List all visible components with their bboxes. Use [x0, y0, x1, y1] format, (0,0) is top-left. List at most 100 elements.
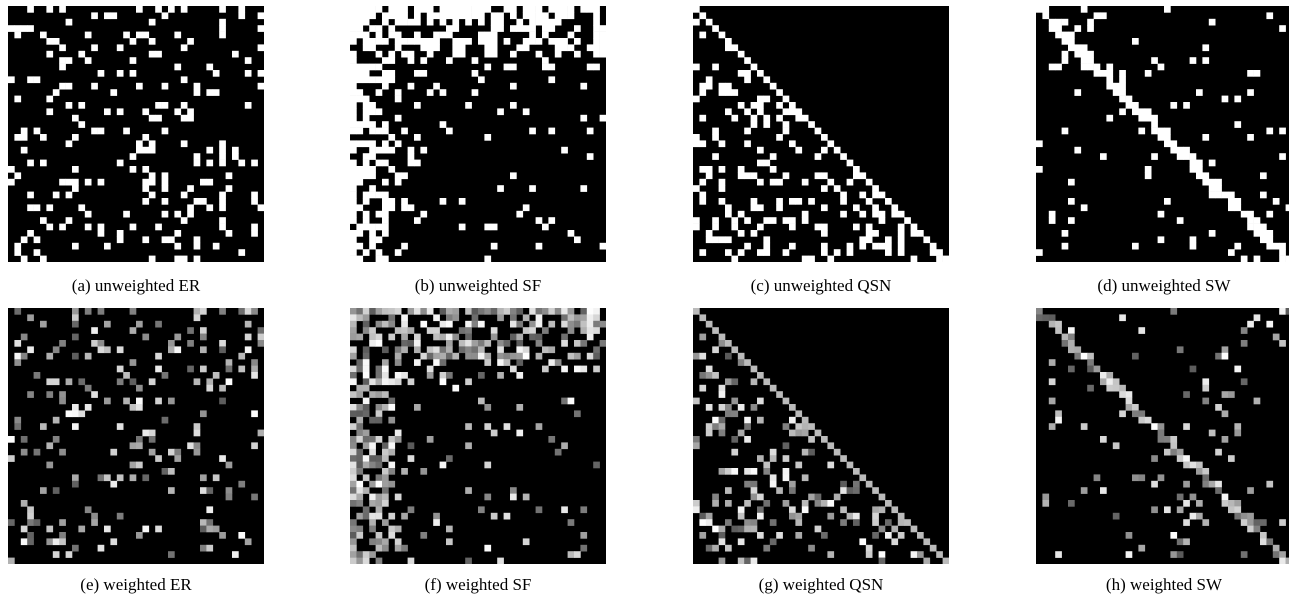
heatmap-cell: [865, 236, 873, 244]
heatmap-cell: [586, 63, 594, 71]
heatmap-cell: [744, 480, 751, 488]
heatmap-cell: [731, 346, 739, 354]
heatmap-cell: [1068, 31, 1075, 39]
heatmap-cell: [789, 223, 796, 231]
heatmap-cell: [350, 57, 357, 64]
heatmap-cell: [516, 404, 524, 411]
heatmap-cell: [350, 480, 357, 488]
heatmap-cell: [148, 436, 156, 443]
heatmap-cell: [497, 185, 504, 192]
heatmap-cell: [757, 506, 764, 514]
heatmap-cell: [232, 551, 239, 558]
heatmap-cell: [446, 57, 453, 64]
heatmap-cell: [586, 308, 594, 315]
heatmap-cell: [426, 365, 434, 373]
heatmap-cell: [1144, 166, 1152, 173]
heatmap-cell: [693, 63, 700, 71]
heatmap-cell: [350, 166, 357, 173]
heatmap-cell: [14, 134, 22, 141]
heatmap-cell: [356, 410, 364, 418]
heatmap-cell: [407, 340, 415, 347]
heatmap-cell: [193, 89, 201, 96]
heatmap-cell: [725, 500, 732, 507]
heatmap-cell: [362, 397, 370, 405]
heatmap-cell: [72, 314, 79, 322]
heatmap-cell: [497, 352, 504, 360]
heatmap-cell: [8, 25, 15, 32]
heatmap-cell: [382, 57, 389, 64]
heatmap-cell: [789, 480, 796, 488]
heatmap-cell: [789, 198, 796, 205]
heatmap-cell: [439, 12, 447, 20]
heatmap-cell: [59, 44, 66, 52]
heatmap-cell: [522, 314, 530, 322]
heatmap-cell: [356, 423, 364, 430]
heatmap-cell: [219, 346, 226, 354]
heatmap-cell: [1112, 384, 1120, 392]
heatmap-cell: [136, 146, 143, 154]
heatmap-cell: [789, 487, 796, 494]
heatmap-cell: [725, 204, 732, 212]
heatmap-cell: [529, 308, 536, 315]
heatmap-cell: [439, 359, 447, 366]
heatmap-cell: [394, 327, 402, 334]
heatmap-cell: [510, 314, 517, 322]
heatmap-cell: [129, 38, 137, 45]
heatmap-cell: [356, 365, 364, 373]
heatmap-cell: [72, 474, 79, 482]
heatmap-cell: [369, 442, 376, 450]
heatmap-cell: [193, 198, 201, 205]
heatmap-cell: [795, 198, 803, 205]
heatmap-cell: [8, 455, 15, 462]
heatmap-cell: [20, 352, 28, 360]
heatmap-cell: [567, 320, 575, 328]
heatmap-cell: [401, 127, 408, 135]
heatmap-cell: [257, 204, 264, 212]
heatmap-cell: [14, 249, 22, 256]
heatmap-cell: [168, 346, 175, 354]
heatmap-cell: [535, 18, 543, 26]
heatmap-cell: [923, 557, 931, 564]
heatmap-cell: [446, 12, 453, 20]
heatmap-cell: [388, 525, 396, 533]
heatmap-cell: [420, 352, 428, 360]
heatmap-cell: [846, 461, 854, 469]
heatmap-cell: [350, 191, 357, 199]
heatmap-cell: [699, 178, 707, 186]
heatmap-cell: [1170, 436, 1178, 443]
heatmap-cell: [763, 217, 771, 224]
heatmap-cell: [1266, 230, 1274, 237]
heatmap-cell: [84, 384, 92, 392]
heatmap-cell: [1247, 210, 1254, 218]
heatmap-cell: [388, 134, 396, 141]
heatmap-cell: [187, 108, 194, 116]
heatmap-cell: [574, 320, 581, 328]
heatmap-cell: [388, 512, 396, 520]
heatmap-cell: [744, 557, 751, 564]
heatmap-cell: [414, 134, 421, 141]
heatmap-cell: [795, 423, 803, 430]
heatmap-cell: [420, 210, 428, 218]
heatmap-cell: [14, 31, 22, 39]
heatmap-cell: [1272, 544, 1280, 552]
heatmap-cell: [426, 89, 434, 96]
heatmap-cell: [238, 352, 246, 360]
heatmap-cell: [168, 551, 175, 558]
heatmap-cell: [356, 461, 364, 469]
heatmap-cell: [574, 236, 581, 244]
heatmap-cell: [1234, 512, 1242, 520]
heatmap-cell: [369, 63, 376, 71]
heatmap-cell: [206, 146, 214, 154]
heatmap-cell: [59, 397, 66, 405]
heatmap-cell: [65, 82, 73, 90]
heatmap-cell: [510, 493, 517, 501]
heatmap-cell: [382, 127, 389, 135]
heatmap-cell: [375, 127, 383, 135]
heatmap-cell: [356, 500, 364, 507]
heatmap-cell: [91, 340, 98, 347]
heatmap-cell: [1061, 127, 1069, 135]
heatmap-cell: [1119, 70, 1126, 77]
heatmap-cell: [350, 146, 357, 154]
heatmap-cell: [484, 308, 492, 315]
heatmap-cell: [356, 166, 364, 173]
